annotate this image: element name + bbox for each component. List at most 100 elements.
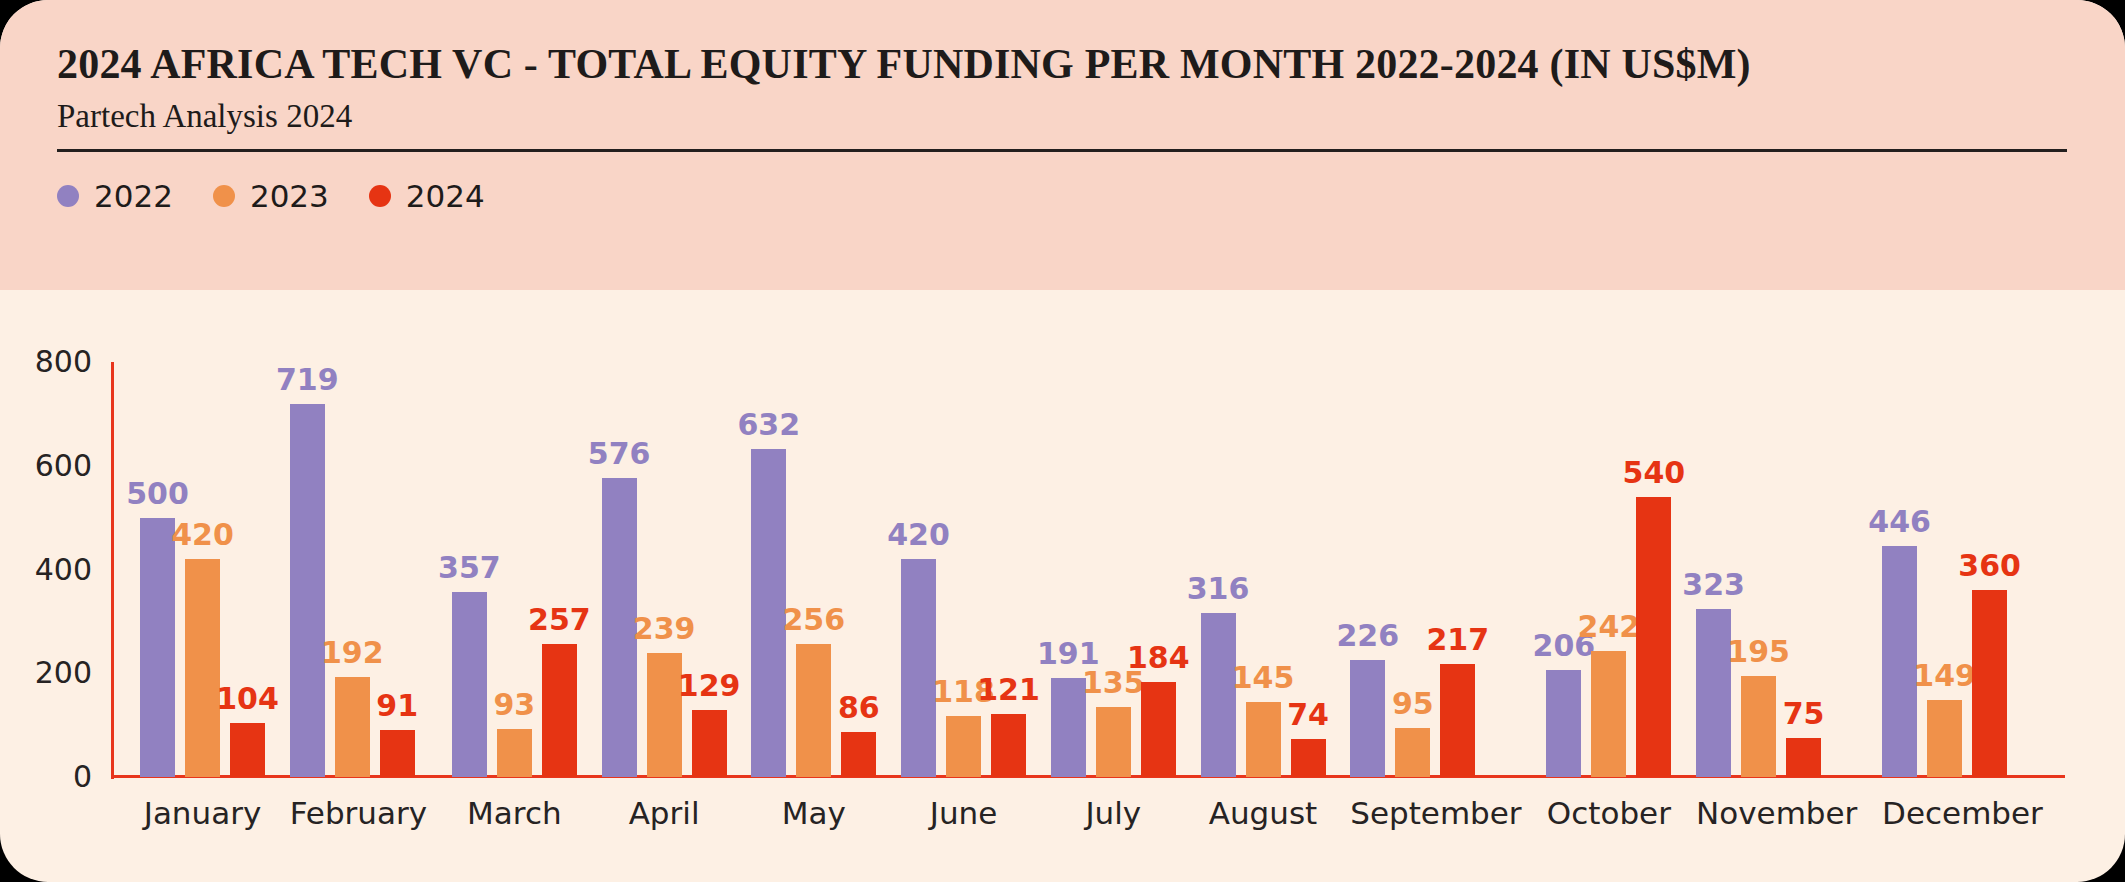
bar-value-label: 226 (1336, 618, 1399, 653)
bar-wrap-2023-july: 135 (1096, 665, 1131, 777)
month-label-november: November (1696, 795, 1857, 831)
bar-2024-december (1972, 590, 2007, 777)
bars-row: 191135184 (1051, 362, 1176, 777)
bar-2022-september (1350, 660, 1385, 777)
month-label-july: July (1051, 795, 1176, 831)
bar-value-label: 93 (493, 687, 535, 722)
bar-2024-august (1291, 739, 1326, 777)
infographic-card: 2024 AFRICA TECH VC - TOTAL EQUITY FUNDI… (0, 0, 2125, 882)
bar-value-label: 74 (1287, 697, 1329, 732)
bar-group-april: 576239129April (602, 362, 727, 831)
bar-2023-november (1741, 676, 1776, 777)
bars-row: 576239129 (602, 362, 727, 777)
bar-wrap-2024-may: 86 (841, 690, 876, 777)
month-label-february: February (290, 795, 427, 831)
bar-value-label: 357 (438, 550, 501, 585)
bar-value-label: 192 (321, 635, 384, 670)
bar-groups: 500420104January71919291February35793257… (140, 362, 2043, 831)
y-tick-label: 800 (0, 343, 92, 381)
bar-value-label: 149 (1913, 658, 1976, 693)
bar-wrap-2022-february: 719 (290, 362, 325, 777)
bar-wrap-2024-june: 121 (991, 672, 1026, 777)
bar-2023-may (796, 644, 831, 777)
legend-item-2024: 2024 (369, 178, 485, 214)
bar-value-label: 256 (783, 602, 846, 637)
month-label-april: April (602, 795, 727, 831)
legend-swatch-2022-icon (57, 185, 79, 207)
bar-group-november: 32319575 November (1696, 362, 1857, 831)
bar-2023-april (647, 653, 682, 777)
y-tick-label: 200 (0, 654, 92, 692)
bar-wrap-2022-june: 420 (901, 517, 936, 777)
bar-2023-march (497, 729, 532, 777)
bar-2024-may (841, 732, 876, 777)
bar-wrap-2024-february: 91 (380, 688, 415, 777)
bar-value-label: 257 (528, 602, 591, 637)
bar-value-label: 184 (1127, 640, 1190, 675)
bar-2024-october (1636, 497, 1671, 777)
bars-row: 206242540 (1546, 362, 1671, 777)
legend-swatch-2023-icon (213, 185, 235, 207)
bars-row: 35793257 (452, 362, 577, 777)
month-label-september: September (1350, 795, 1521, 831)
bar-2024-september (1440, 664, 1475, 777)
bar-wrap-2024-september: 217 (1440, 622, 1475, 777)
bar-value-label: 95 (1392, 686, 1434, 721)
bar-value-label: 420 (887, 517, 950, 552)
bar-2022-december (1882, 546, 1917, 777)
bar-wrap-2023-february: 192 (335, 635, 370, 777)
bar-2024-november (1786, 738, 1821, 777)
bar-value-label: 540 (1623, 455, 1686, 490)
bar-2023-july (1096, 707, 1131, 777)
y-axis-line (111, 362, 114, 779)
bar-2023-june (946, 716, 981, 777)
bar-wrap-2022-december: 446 (1882, 504, 1917, 777)
bar-2023-august (1246, 702, 1281, 777)
bar-value-label: 91 (376, 688, 418, 723)
bar-wrap-2023-december: 149 (1927, 658, 1962, 777)
bar-value-label: 129 (678, 668, 741, 703)
bars-row: 71919291 (290, 362, 427, 777)
bar-wrap-2023-august: 145 (1246, 660, 1281, 777)
bar-value-label: 500 (126, 476, 189, 511)
bar-2024-march (542, 644, 577, 777)
bar-wrap-2023-june: 118 (946, 674, 981, 777)
bar-wrap-2024-july: 184 (1141, 640, 1176, 777)
divider (57, 149, 2067, 152)
bar-value-label: 239 (633, 611, 696, 646)
bar-wrap-2024-december: 360 (1972, 548, 2007, 777)
y-tick-label: 600 (0, 447, 92, 485)
bar-group-september: 22695217September (1350, 362, 1521, 831)
month-label-june: June (901, 795, 1026, 831)
bar-group-october: 206242540 October (1546, 362, 1671, 831)
bar-value-label: 145 (1232, 660, 1295, 695)
bar-wrap-2022-november: 323 (1696, 567, 1731, 777)
bar-wrap-2023-november: 195 (1741, 634, 1776, 777)
bar-2022-august (1201, 613, 1236, 777)
bar-value-label: 86 (838, 690, 880, 725)
bar-wrap-2022-january: 500 (140, 476, 175, 777)
month-label-january: January (140, 795, 265, 831)
page-title: 2024 AFRICA TECH VC - TOTAL EQUITY FUNDI… (57, 40, 2067, 88)
bars-row: 500420104 (140, 362, 265, 777)
legend-label-2022: 2022 (94, 178, 173, 214)
bars-row: 32319575 (1696, 362, 1857, 777)
bar-wrap-2023-january: 420 (185, 517, 220, 777)
month-label-august: August (1201, 795, 1326, 831)
bar-value-label: 576 (588, 436, 651, 471)
bar-value-label: 104 (216, 681, 279, 716)
bar-group-june: 420 118 121 June (901, 362, 1026, 831)
bar-2023-september (1395, 728, 1430, 777)
bar-value-label: 323 (1682, 567, 1745, 602)
bar-wrap-2024-october: 540 (1636, 455, 1671, 777)
bar-value-label: 121 (977, 672, 1040, 707)
bar-wrap-2023-september: 95 (1395, 686, 1430, 777)
bar-group-july: 191135184July (1051, 362, 1176, 831)
bar-2023-october (1591, 651, 1626, 777)
bar-value-label: 195 (1727, 634, 1790, 669)
month-label-october: October (1546, 795, 1671, 831)
bar-value-label: 242 (1578, 609, 1641, 644)
bar-2024-july (1141, 682, 1176, 777)
page-subtitle: Partech Analysis 2024 (57, 98, 2067, 135)
bar-wrap-2024-april: 129 (692, 668, 727, 777)
